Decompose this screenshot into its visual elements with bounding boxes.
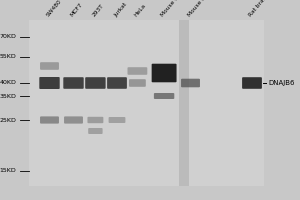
FancyBboxPatch shape [107,77,127,89]
Text: Mouse brain: Mouse brain [187,0,214,18]
FancyBboxPatch shape [63,77,84,89]
FancyBboxPatch shape [88,117,103,123]
FancyBboxPatch shape [129,79,146,87]
Bar [28,20,264,186]
FancyBboxPatch shape [152,64,176,82]
FancyBboxPatch shape [40,62,59,70]
Text: 40KD: 40KD [0,80,16,86]
FancyBboxPatch shape [88,128,103,134]
Text: HeLa: HeLa [134,3,147,18]
Text: SW480: SW480 [46,0,63,18]
FancyBboxPatch shape [128,67,147,75]
Text: DNAJB6: DNAJB6 [268,80,294,86]
FancyBboxPatch shape [181,79,200,87]
FancyBboxPatch shape [64,116,83,124]
FancyBboxPatch shape [85,77,106,89]
Text: 35KD: 35KD [0,94,16,98]
Text: 15KD: 15KD [0,168,16,173]
Text: 55KD: 55KD [0,54,16,60]
FancyBboxPatch shape [242,77,262,89]
Text: Mouse testis: Mouse testis [160,0,188,18]
FancyBboxPatch shape [109,117,125,123]
Bar [178,20,189,186]
Text: Rat brain: Rat brain [248,0,269,18]
FancyBboxPatch shape [40,116,59,124]
Text: MCF7: MCF7 [70,2,84,18]
Text: 25KD: 25KD [0,117,16,122]
Bar [216,20,231,186]
Text: 70KD: 70KD [0,34,16,40]
FancyBboxPatch shape [39,77,60,89]
Text: Jurkat: Jurkat [113,2,128,18]
Text: 293T: 293T [92,3,105,18]
FancyBboxPatch shape [154,93,174,99]
